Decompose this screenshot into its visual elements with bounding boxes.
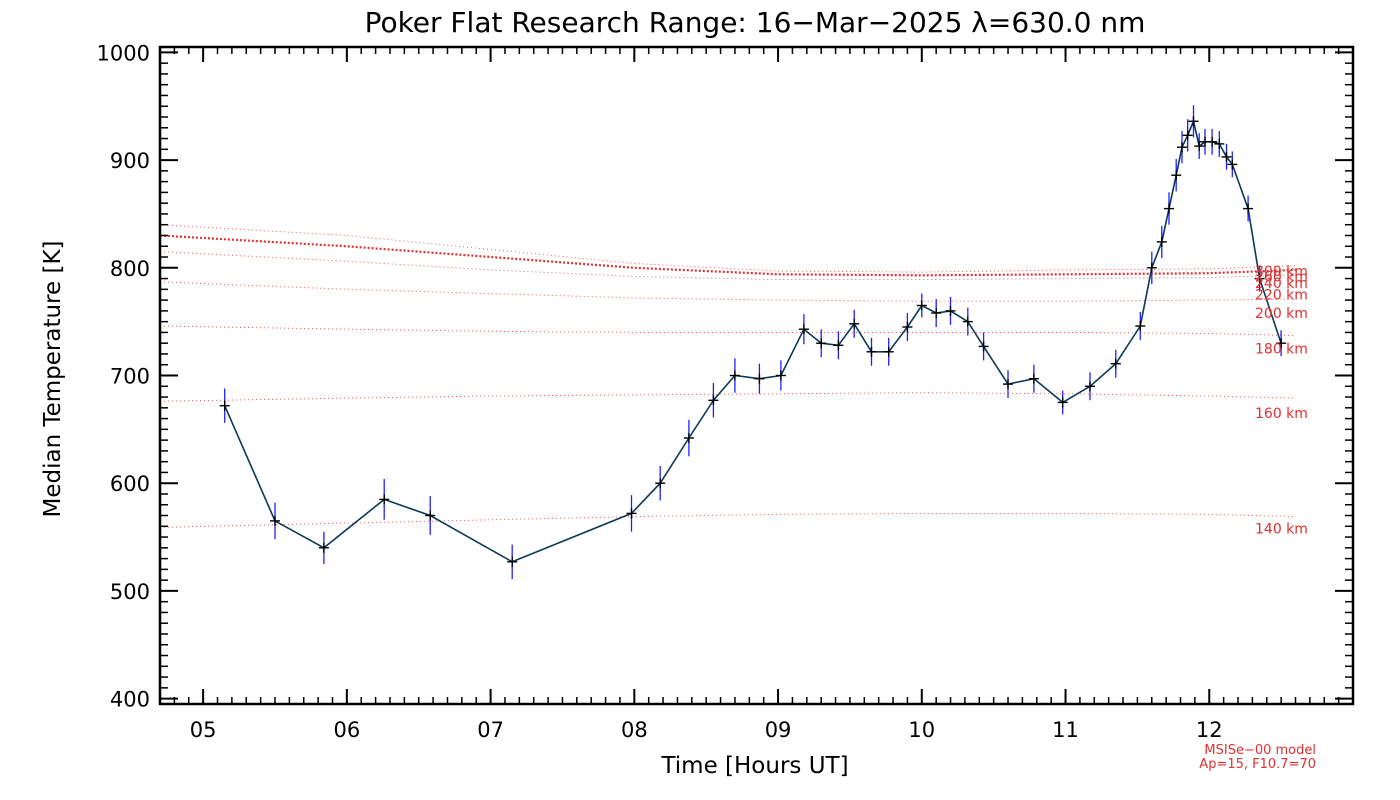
y-axis-label: Median Temperature [K] [40,241,66,518]
model-label-300-km: 300 km [1255,264,1308,280]
plot-axes: 05 06 07 08 09 10 11 12 400 500 600 700 800 900 1000 [97,41,1355,742]
model-label-220-km: 220 km [1255,288,1308,304]
model-label-240-km: 240 km [1255,276,1308,292]
x-tick-label: 06 [333,718,360,742]
model-curve-260-km [159,234,1296,277]
series-line [223,118,1282,563]
temperature-series [219,105,1287,580]
model-curve-240-km [159,251,1296,281]
x-tick-label: 07 [477,718,504,742]
model-curves [159,224,1296,528]
model-label-180-km: 180 km [1255,342,1308,358]
model-label-260-km: 260 km [1255,269,1308,285]
model-curve-180-km [159,392,1296,402]
model-note-line-1: MSISe−00 model [1204,743,1316,758]
model-label-160-km: 160 km [1255,406,1308,422]
y-tick-label: 400 [110,688,150,712]
y-tick-label: 1000 [97,41,150,65]
y-tick-label: 500 [110,580,150,604]
model-curve-200-km [159,325,1296,337]
chart-title: Poker Flat Research Range: 16−Mar−2025 λ… [365,6,1146,39]
plot-frame [158,45,1355,706]
model-curve-220-km [159,281,1296,302]
model-curve-300-km [159,224,1296,273]
y-tick-label: 600 [110,472,150,496]
model-note-line-2: Ap=15, F10.7=70 [1199,757,1316,772]
x-tick-label: 11 [1052,718,1079,742]
model-label-140-km: 140 km [1255,521,1308,537]
x-tick-label: 05 [190,718,217,742]
y-tick-label: 900 [110,149,150,173]
x-tick-label: 10 [908,718,935,742]
y-tick-label: 800 [110,257,150,281]
x-tick-label: 12 [1196,718,1223,742]
model-curve-160-km [159,512,1296,528]
y-tick-label: 700 [110,365,150,389]
x-tick-label: 08 [621,718,648,742]
x-axis-label: Time [Hours UT] [660,753,848,779]
x-tick-label: 09 [765,718,792,742]
model-label-200-km: 200 km [1255,306,1308,322]
